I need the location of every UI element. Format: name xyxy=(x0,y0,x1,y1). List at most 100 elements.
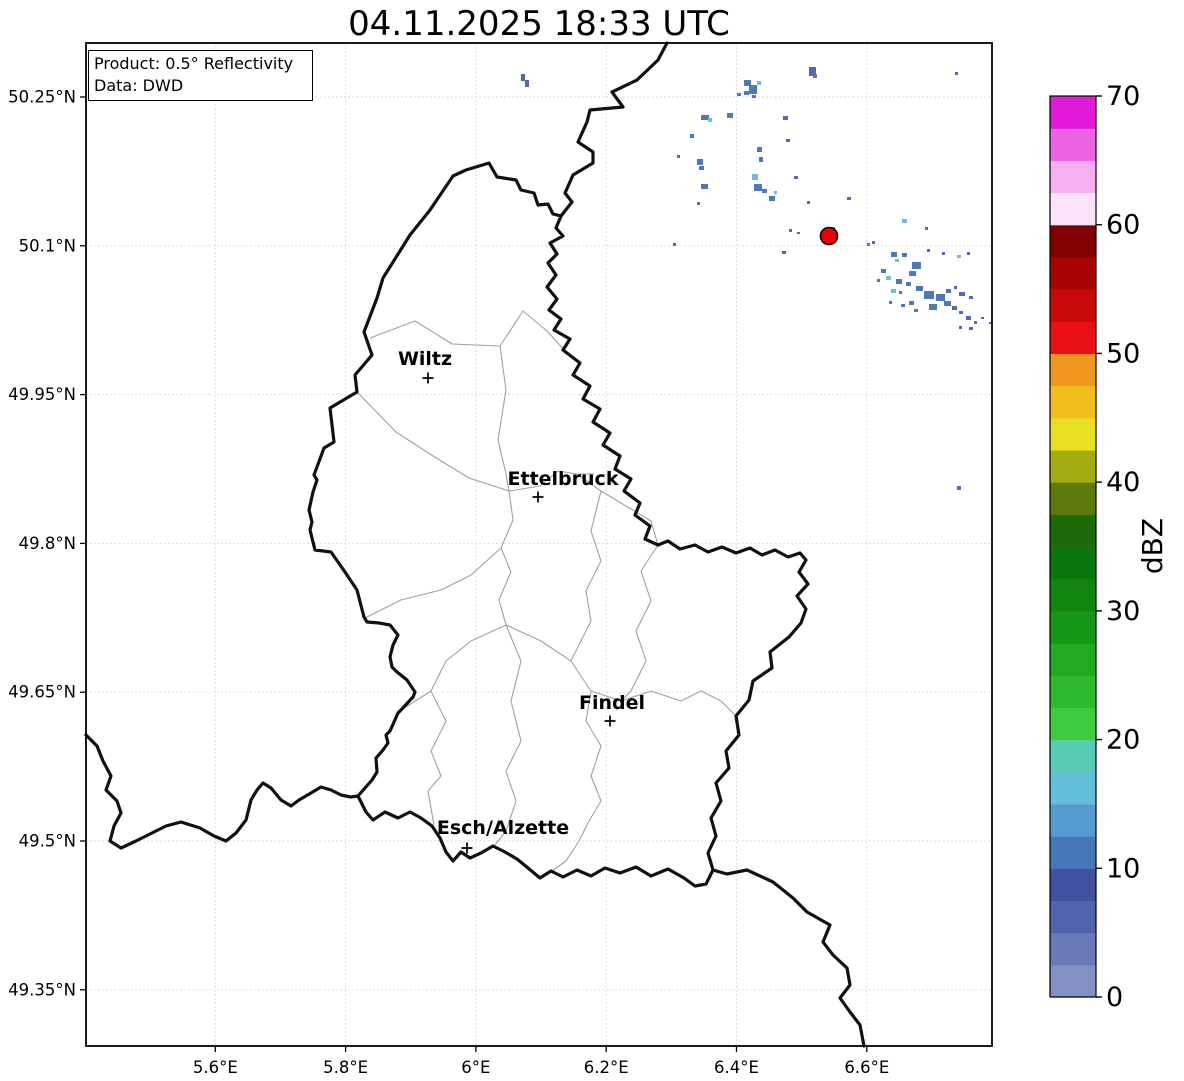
radar-echo-pixel xyxy=(749,85,757,94)
city-label: Findel xyxy=(579,692,645,714)
y-tick-label: 49.95°N xyxy=(8,385,76,404)
city-label: Esch/Alzette xyxy=(437,817,569,839)
canton-border xyxy=(498,490,514,626)
radar-echo-pixel xyxy=(886,276,891,280)
radar-echo-pixel xyxy=(872,241,875,244)
radar-echo-pixel xyxy=(525,80,529,87)
radar-echo-pixel xyxy=(769,196,775,201)
radar-echo-pixel xyxy=(916,286,923,291)
radar-echo-pixel xyxy=(954,286,957,289)
border-belgium-germany xyxy=(559,41,669,218)
radar-echo-pixel xyxy=(699,166,704,170)
radar-echo-pixel xyxy=(807,201,810,204)
colorbar-band xyxy=(1050,482,1096,515)
radar-echo-pixel xyxy=(737,93,741,96)
radar-echo-pixel xyxy=(677,155,680,158)
radar-echo-pixel xyxy=(957,486,961,490)
y-tick-label: 50.1°N xyxy=(19,236,76,255)
y-tick-label: 49.65°N xyxy=(8,683,76,702)
radar-echo-pixel xyxy=(701,184,708,189)
radar-echo-pixel xyxy=(744,80,751,86)
radar-echo-pixel xyxy=(974,321,977,324)
y-tick-label: 49.8°N xyxy=(19,534,76,553)
radar-echo-pixel xyxy=(909,301,914,305)
radar-echo-pixel xyxy=(969,327,973,330)
radar-echo-pixel xyxy=(809,67,816,76)
radar-echo-pixel xyxy=(959,292,965,296)
colorbar-band xyxy=(1050,160,1096,194)
radar-echo-pixel xyxy=(697,202,700,205)
radar-echo-pixel xyxy=(899,291,902,294)
border-france-germany xyxy=(711,868,866,1048)
radar-echo-pixel xyxy=(957,255,961,258)
radar-echo-pixel xyxy=(752,95,756,98)
radar-echo-pixel xyxy=(891,252,897,257)
colorbar-band xyxy=(1050,96,1096,129)
radar-echo-pixel xyxy=(701,115,709,120)
colorbar-tick-label: 70 xyxy=(1106,81,1140,112)
radar-echo-pixel xyxy=(895,259,899,262)
colorbar-band xyxy=(1050,514,1096,548)
colorbar-tick-label: 60 xyxy=(1106,210,1140,241)
radar-echo-pixel xyxy=(881,269,886,273)
product-info-line2: Data: DWD xyxy=(94,76,184,95)
radar-echo-pixel xyxy=(902,253,907,257)
city-marker xyxy=(461,842,473,854)
city-marker xyxy=(422,372,434,384)
radar-echo-pixel xyxy=(877,279,880,282)
radar-echo-pixel xyxy=(914,309,918,312)
colorbar-band xyxy=(1050,803,1096,837)
canton-border xyxy=(427,624,507,826)
page-title: 04.11.2025 18:33 UTC xyxy=(348,4,730,44)
colorbar-band xyxy=(1050,546,1096,580)
colorbar-band xyxy=(1050,353,1096,387)
radar-echo-pixel xyxy=(786,139,790,142)
y-tick-label: 49.5°N xyxy=(19,832,76,851)
x-tick-label: 5.6°E xyxy=(193,1058,238,1077)
radar-echo-pixel xyxy=(924,291,934,299)
radar-echo-pixel xyxy=(757,81,761,85)
radar-echo-pixel xyxy=(967,252,970,255)
canton-border xyxy=(497,345,510,492)
radar-echo-pixel xyxy=(867,243,870,246)
colorbar-tick-label: 50 xyxy=(1106,338,1140,369)
colorbar-band xyxy=(1050,771,1096,805)
radar-echo-pixel xyxy=(752,174,758,180)
radar-echo-pixel xyxy=(521,74,525,81)
x-tick-label: 6.4°E xyxy=(714,1058,759,1077)
radar-echo-pixel xyxy=(936,294,945,301)
colorbar-band xyxy=(1050,868,1096,902)
radar-echo-pixel xyxy=(901,304,905,307)
radar-echo-pixel xyxy=(969,296,973,299)
radar-echo-pixel xyxy=(896,279,902,284)
product-info-box: Product: 0.5° Reflectivity Data: DWD xyxy=(88,50,313,101)
city-label: Wiltz xyxy=(398,348,452,370)
colorbar-tick-label: 30 xyxy=(1106,596,1140,627)
canton-border xyxy=(364,547,502,619)
colorbar-tick-label: 40 xyxy=(1106,467,1140,498)
radar-echo-pixel xyxy=(797,232,800,234)
colorbar-band xyxy=(1050,675,1096,708)
y-tick-label: 50.25°N xyxy=(8,88,76,107)
canton-border xyxy=(369,310,567,353)
radar-echo-pixel xyxy=(927,249,930,252)
x-tick-label: 5.8°E xyxy=(323,1058,368,1077)
colorbar-band xyxy=(1050,289,1096,322)
radar-echo-pixel xyxy=(891,289,896,293)
colorbar-band xyxy=(1050,610,1096,644)
colorbar-band xyxy=(1050,224,1096,258)
radar-echo-pixel xyxy=(762,189,767,193)
border-belgium-france xyxy=(84,733,360,850)
canton-border xyxy=(494,624,522,846)
plot-frame xyxy=(85,42,993,1047)
radar-echo-pixel xyxy=(912,262,921,269)
radar-echo-pixel xyxy=(989,322,991,324)
colorbar-band xyxy=(1050,192,1096,226)
radar-echo-pixel xyxy=(966,316,971,320)
radar-echo-pixel xyxy=(946,289,951,293)
city-marker xyxy=(604,715,616,727)
colorbar-band xyxy=(1050,417,1096,451)
colorbar-band xyxy=(1050,128,1096,161)
colorbar-band xyxy=(1050,449,1096,483)
